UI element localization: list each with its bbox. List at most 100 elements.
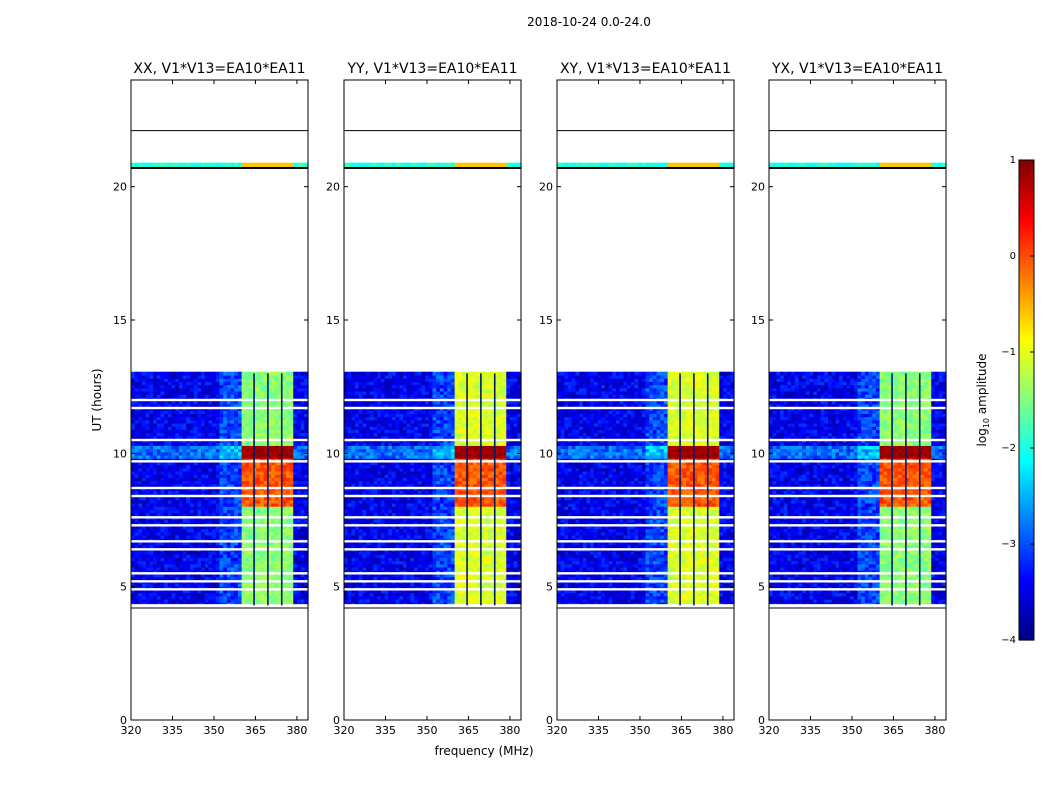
heatmap-cell	[212, 506, 217, 510]
gap-line	[131, 588, 308, 591]
heatmap-cell	[197, 458, 202, 462]
heatmap-cell	[469, 576, 474, 581]
heatmap-cell	[201, 496, 206, 501]
heatmap-cell	[156, 522, 162, 526]
heatmap-cell	[267, 467, 272, 472]
heatmap-cell	[267, 461, 272, 466]
heatmap-cell	[267, 400, 272, 405]
heatmap-cell	[226, 445, 232, 450]
heatmap-cell	[178, 422, 184, 427]
heatmap-cell	[197, 506, 202, 510]
heatmap-cell	[274, 538, 280, 542]
heatmap-cell	[414, 528, 419, 533]
heatmap-cell	[344, 592, 349, 597]
heatmap-cell	[274, 474, 280, 478]
heatmap-cell	[278, 381, 283, 386]
x-tick-label: 350	[203, 724, 224, 737]
heatmap-cell	[178, 502, 184, 507]
heatmap-cell	[237, 467, 243, 472]
heatmap-cell	[219, 528, 224, 533]
heatmap-cell	[271, 464, 276, 469]
heatmap-cell	[223, 442, 228, 446]
heatmap-cell	[178, 378, 184, 382]
heatmap-cell	[355, 589, 360, 594]
heatmap-cell	[156, 454, 162, 459]
heatmap-cell	[480, 528, 485, 533]
heatmap-cell	[134, 506, 139, 510]
heatmap-cell	[178, 496, 184, 501]
heatmap-cell	[193, 474, 198, 478]
heatmap-cell	[197, 538, 202, 542]
heatmap-cell	[245, 525, 250, 530]
heatmap-cell	[373, 531, 378, 536]
heatmap-cell	[230, 464, 235, 469]
heatmap-cell	[462, 563, 467, 568]
heatmap-cell	[462, 541, 467, 546]
heatmap-cell	[138, 458, 143, 462]
heatmap-cell	[293, 464, 298, 469]
heatmap-cell	[450, 512, 456, 517]
heatmap-cell	[473, 528, 478, 533]
heatmap-cell	[153, 374, 158, 379]
heatmap-cell	[506, 586, 511, 590]
heatmap-cell	[377, 576, 382, 581]
heatmap-cell	[282, 512, 287, 517]
heatmap-cell	[278, 557, 283, 562]
heatmap-cell	[171, 442, 176, 446]
heatmap-cell	[193, 403, 198, 408]
heatmap-cell	[186, 413, 191, 418]
heatmap-cell	[355, 602, 360, 606]
heatmap-cell	[417, 512, 423, 517]
heatmap-cell	[480, 576, 485, 581]
heatmap-cell	[447, 541, 452, 546]
heatmap-cell	[230, 506, 235, 510]
heatmap-cell	[249, 445, 254, 450]
heatmap-cell	[190, 442, 195, 446]
heatmap-cell	[234, 387, 239, 392]
heatmap-cell	[204, 413, 210, 418]
heatmap-cell	[406, 525, 411, 530]
heatmap-cell	[267, 464, 272, 469]
heatmap-cell	[142, 582, 147, 587]
heatmap-cell	[215, 509, 221, 514]
heatmap-cell	[304, 531, 309, 536]
heatmap-cell	[204, 566, 210, 571]
heatmap-cell	[182, 589, 187, 594]
heatmap-cell	[234, 162, 239, 168]
heatmap-cell	[142, 429, 147, 434]
heatmap-cell	[274, 557, 280, 562]
heatmap-cell	[487, 573, 493, 578]
heatmap-cell	[263, 512, 269, 517]
heatmap-cell	[366, 544, 371, 549]
heatmap-cell	[223, 586, 228, 590]
heatmap-cell	[384, 554, 389, 558]
heatmap-cell	[138, 598, 143, 603]
heatmap-cell	[178, 573, 184, 578]
heatmap-cell	[458, 598, 463, 603]
heatmap-cell	[219, 592, 224, 597]
heatmap-cell	[160, 592, 165, 597]
heatmap-cell	[193, 410, 198, 414]
heatmap-cell	[369, 544, 375, 549]
heatmap-cell	[186, 162, 191, 168]
heatmap-cell	[237, 451, 243, 456]
heatmap-cell	[414, 554, 419, 558]
heatmap-cell	[167, 413, 173, 418]
heatmap-cell	[237, 582, 243, 587]
heatmap-cell	[362, 512, 367, 517]
heatmap-cell	[178, 522, 184, 526]
heatmap-cell	[160, 544, 165, 549]
heatmap-cell	[204, 541, 210, 546]
heatmap-cell	[373, 595, 378, 600]
heatmap-cell	[230, 602, 235, 606]
heatmap-cell	[296, 384, 302, 389]
heatmap-cell	[193, 592, 198, 597]
heatmap-cell	[212, 387, 217, 392]
heatmap-cell	[391, 602, 397, 606]
heatmap-cell	[149, 512, 154, 517]
heatmap-cell	[142, 566, 147, 571]
heatmap-cell	[410, 541, 415, 546]
heatmap-cell	[380, 541, 386, 546]
heatmap-cell	[271, 454, 276, 459]
heatmap-cell	[388, 544, 393, 549]
